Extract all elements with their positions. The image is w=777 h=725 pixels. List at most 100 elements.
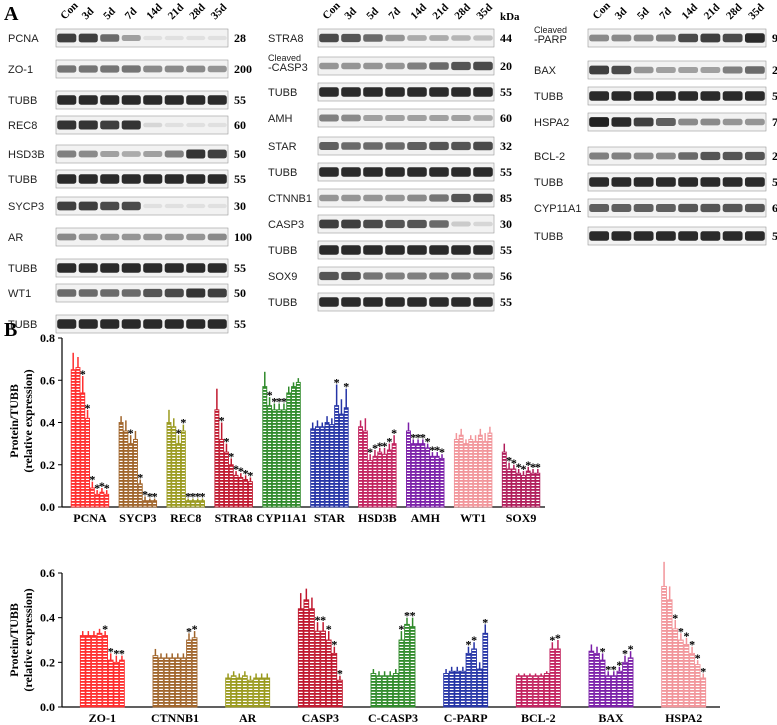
lane-label: 5d	[635, 5, 652, 22]
band	[385, 272, 405, 280]
band	[451, 114, 471, 122]
blot-strip	[587, 226, 767, 246]
band	[164, 122, 184, 128]
bar	[439, 457, 445, 508]
significance-star: *	[233, 462, 239, 476]
kda-value: 55	[500, 243, 512, 257]
band	[319, 87, 339, 97]
bar	[482, 441, 488, 508]
bar	[463, 443, 469, 508]
blot-strip	[55, 169, 229, 189]
lane-label: 5d	[101, 5, 118, 22]
bar-group: WT1	[453, 426, 493, 525]
blot-row: BAX 21	[534, 60, 777, 80]
blot-row: TUBB 55	[8, 258, 246, 278]
lane-label: 14d	[680, 2, 701, 23]
significance-star: *	[238, 464, 244, 478]
significance-star: *	[119, 647, 125, 661]
blot-row: Cleaved-CASP3 20	[268, 53, 512, 76]
bar	[118, 422, 124, 508]
blot-strip	[317, 214, 495, 234]
significance-star: *	[382, 439, 388, 453]
blot-row: HSPA2 70	[534, 112, 777, 132]
band	[100, 233, 120, 241]
bar	[535, 472, 541, 508]
significance-star: *	[85, 401, 91, 415]
lane-label: 3d	[613, 5, 630, 22]
protein-label: REC8	[8, 120, 37, 132]
band	[655, 231, 676, 241]
band	[678, 177, 699, 187]
bar	[473, 441, 478, 508]
blot-strip	[317, 108, 495, 128]
bar	[176, 443, 182, 508]
significance-star: *	[605, 662, 611, 676]
blot-strip	[55, 227, 229, 247]
protein-label: BCL-2	[534, 151, 565, 163]
band	[473, 245, 493, 255]
blot-row: PCNA 28	[8, 28, 246, 48]
category-label: C-CASP3	[368, 711, 418, 725]
blot-strip	[317, 292, 495, 312]
bar	[243, 479, 249, 508]
band	[589, 91, 610, 101]
band	[207, 122, 227, 128]
band	[363, 245, 383, 255]
protein-label: SOX9	[268, 271, 297, 283]
bar	[482, 632, 489, 708]
band	[100, 95, 120, 105]
band	[722, 151, 743, 161]
band	[744, 231, 765, 241]
bar	[85, 635, 92, 708]
band	[78, 319, 98, 329]
protein-label: TUBB	[268, 245, 297, 257]
blot-row: BCL-2 25	[534, 146, 777, 166]
band	[164, 233, 184, 241]
band	[678, 33, 699, 43]
category-label: BCL-2	[521, 711, 556, 725]
band	[143, 263, 163, 273]
significance-star: *	[247, 468, 253, 482]
blot-row: STRA8 44	[268, 28, 512, 48]
band	[385, 219, 405, 229]
significance-star: *	[271, 394, 277, 408]
band	[407, 142, 427, 150]
bar-group: AR	[225, 671, 271, 725]
band	[207, 35, 227, 41]
band	[451, 87, 471, 97]
bar	[610, 675, 617, 708]
significance-star: *	[555, 631, 561, 645]
bar-group: *******AMH	[406, 422, 445, 525]
bar	[372, 455, 378, 508]
bar	[538, 675, 544, 708]
bar	[530, 472, 536, 508]
band	[319, 245, 339, 255]
y-axis-label: (relative expression)	[21, 369, 35, 472]
bar	[94, 493, 100, 508]
lane-label: 5d	[364, 5, 381, 22]
band	[57, 33, 77, 43]
band	[100, 174, 120, 184]
protein-label: ZO-1	[8, 64, 33, 76]
bar	[166, 422, 172, 508]
bar	[238, 476, 244, 508]
band	[385, 114, 405, 122]
band	[143, 319, 163, 329]
bar	[443, 673, 449, 708]
band	[385, 62, 405, 70]
band	[473, 297, 493, 307]
band	[186, 203, 206, 209]
bar	[468, 438, 474, 508]
significance-star: *	[386, 435, 392, 449]
protein-label: TUBB	[8, 319, 37, 331]
band	[121, 263, 141, 273]
y-axis-label: (relative expression)	[21, 588, 35, 691]
band	[57, 65, 77, 73]
protein-label: BAX	[534, 65, 557, 77]
band	[100, 263, 120, 273]
blot-strip	[55, 115, 229, 135]
significance-star: *	[104, 481, 110, 495]
significance-star: *	[267, 388, 273, 402]
significance-star: *	[672, 611, 678, 625]
